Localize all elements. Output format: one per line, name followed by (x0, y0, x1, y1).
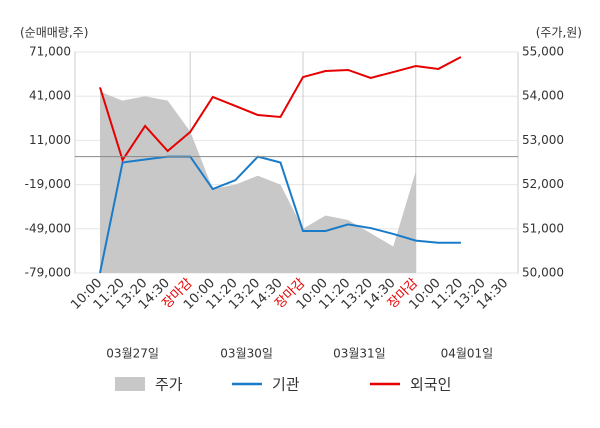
y-tick-label: -49,000 (25, 221, 71, 235)
y2-axis-title: (주가,원) (536, 26, 582, 40)
y-tick-label: 71,000 (29, 45, 71, 59)
y-tick-label: 11,000 (29, 133, 71, 147)
legend-label: 주가 (155, 376, 183, 394)
date-label: 03월30일 (220, 347, 273, 361)
y-axis-title: (순매매량,주) (20, 26, 88, 40)
series-line (99, 56, 462, 163)
y-tick-label: -79,000 (25, 266, 71, 280)
legend-swatch (115, 377, 145, 391)
y2-tick-label: 50,000 (522, 266, 564, 280)
y2-tick-label: 55,000 (522, 45, 564, 59)
y-tick-label: -19,000 (25, 177, 71, 191)
y-tick-label: 41,000 (29, 89, 71, 103)
y2-tick-label: 52,000 (522, 177, 564, 191)
y2-tick-label: 53,000 (522, 133, 564, 147)
legend-label: 외국인 (410, 376, 451, 394)
series-line (99, 155, 461, 274)
y2-tick-label: 51,000 (522, 221, 564, 235)
legend-label: 기관 (272, 376, 300, 394)
date-label: 03월31일 (333, 347, 386, 361)
y2-tick-label: 54,000 (522, 89, 564, 103)
date-label: 03월27일 (106, 347, 159, 361)
date-label: 04월01일 (441, 347, 494, 361)
